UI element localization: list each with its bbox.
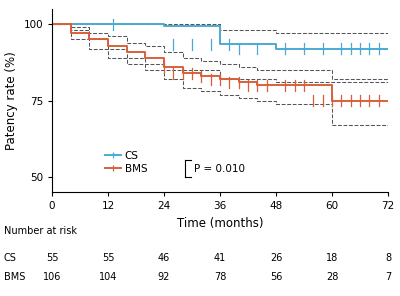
Text: 55: 55 (46, 252, 58, 263)
Text: 78: 78 (214, 272, 226, 282)
Text: 41: 41 (214, 252, 226, 263)
Text: 56: 56 (270, 272, 282, 282)
Text: 8: 8 (385, 252, 391, 263)
Text: 46: 46 (158, 252, 170, 263)
Y-axis label: Patency rate (%): Patency rate (%) (5, 51, 18, 150)
Text: 104: 104 (99, 272, 117, 282)
Text: P = 0.010: P = 0.010 (194, 164, 245, 173)
Text: 55: 55 (102, 252, 114, 263)
Text: 106: 106 (43, 272, 61, 282)
Legend: CS, BMS: CS, BMS (101, 147, 152, 178)
X-axis label: Time (months): Time (months) (177, 217, 263, 230)
Text: 7: 7 (385, 272, 391, 282)
Text: 26: 26 (270, 252, 282, 263)
Text: CS: CS (4, 252, 17, 263)
Text: Number at risk: Number at risk (4, 226, 77, 236)
Text: BMS: BMS (4, 272, 25, 282)
Text: 28: 28 (326, 272, 338, 282)
Text: 18: 18 (326, 252, 338, 263)
Text: 92: 92 (158, 272, 170, 282)
